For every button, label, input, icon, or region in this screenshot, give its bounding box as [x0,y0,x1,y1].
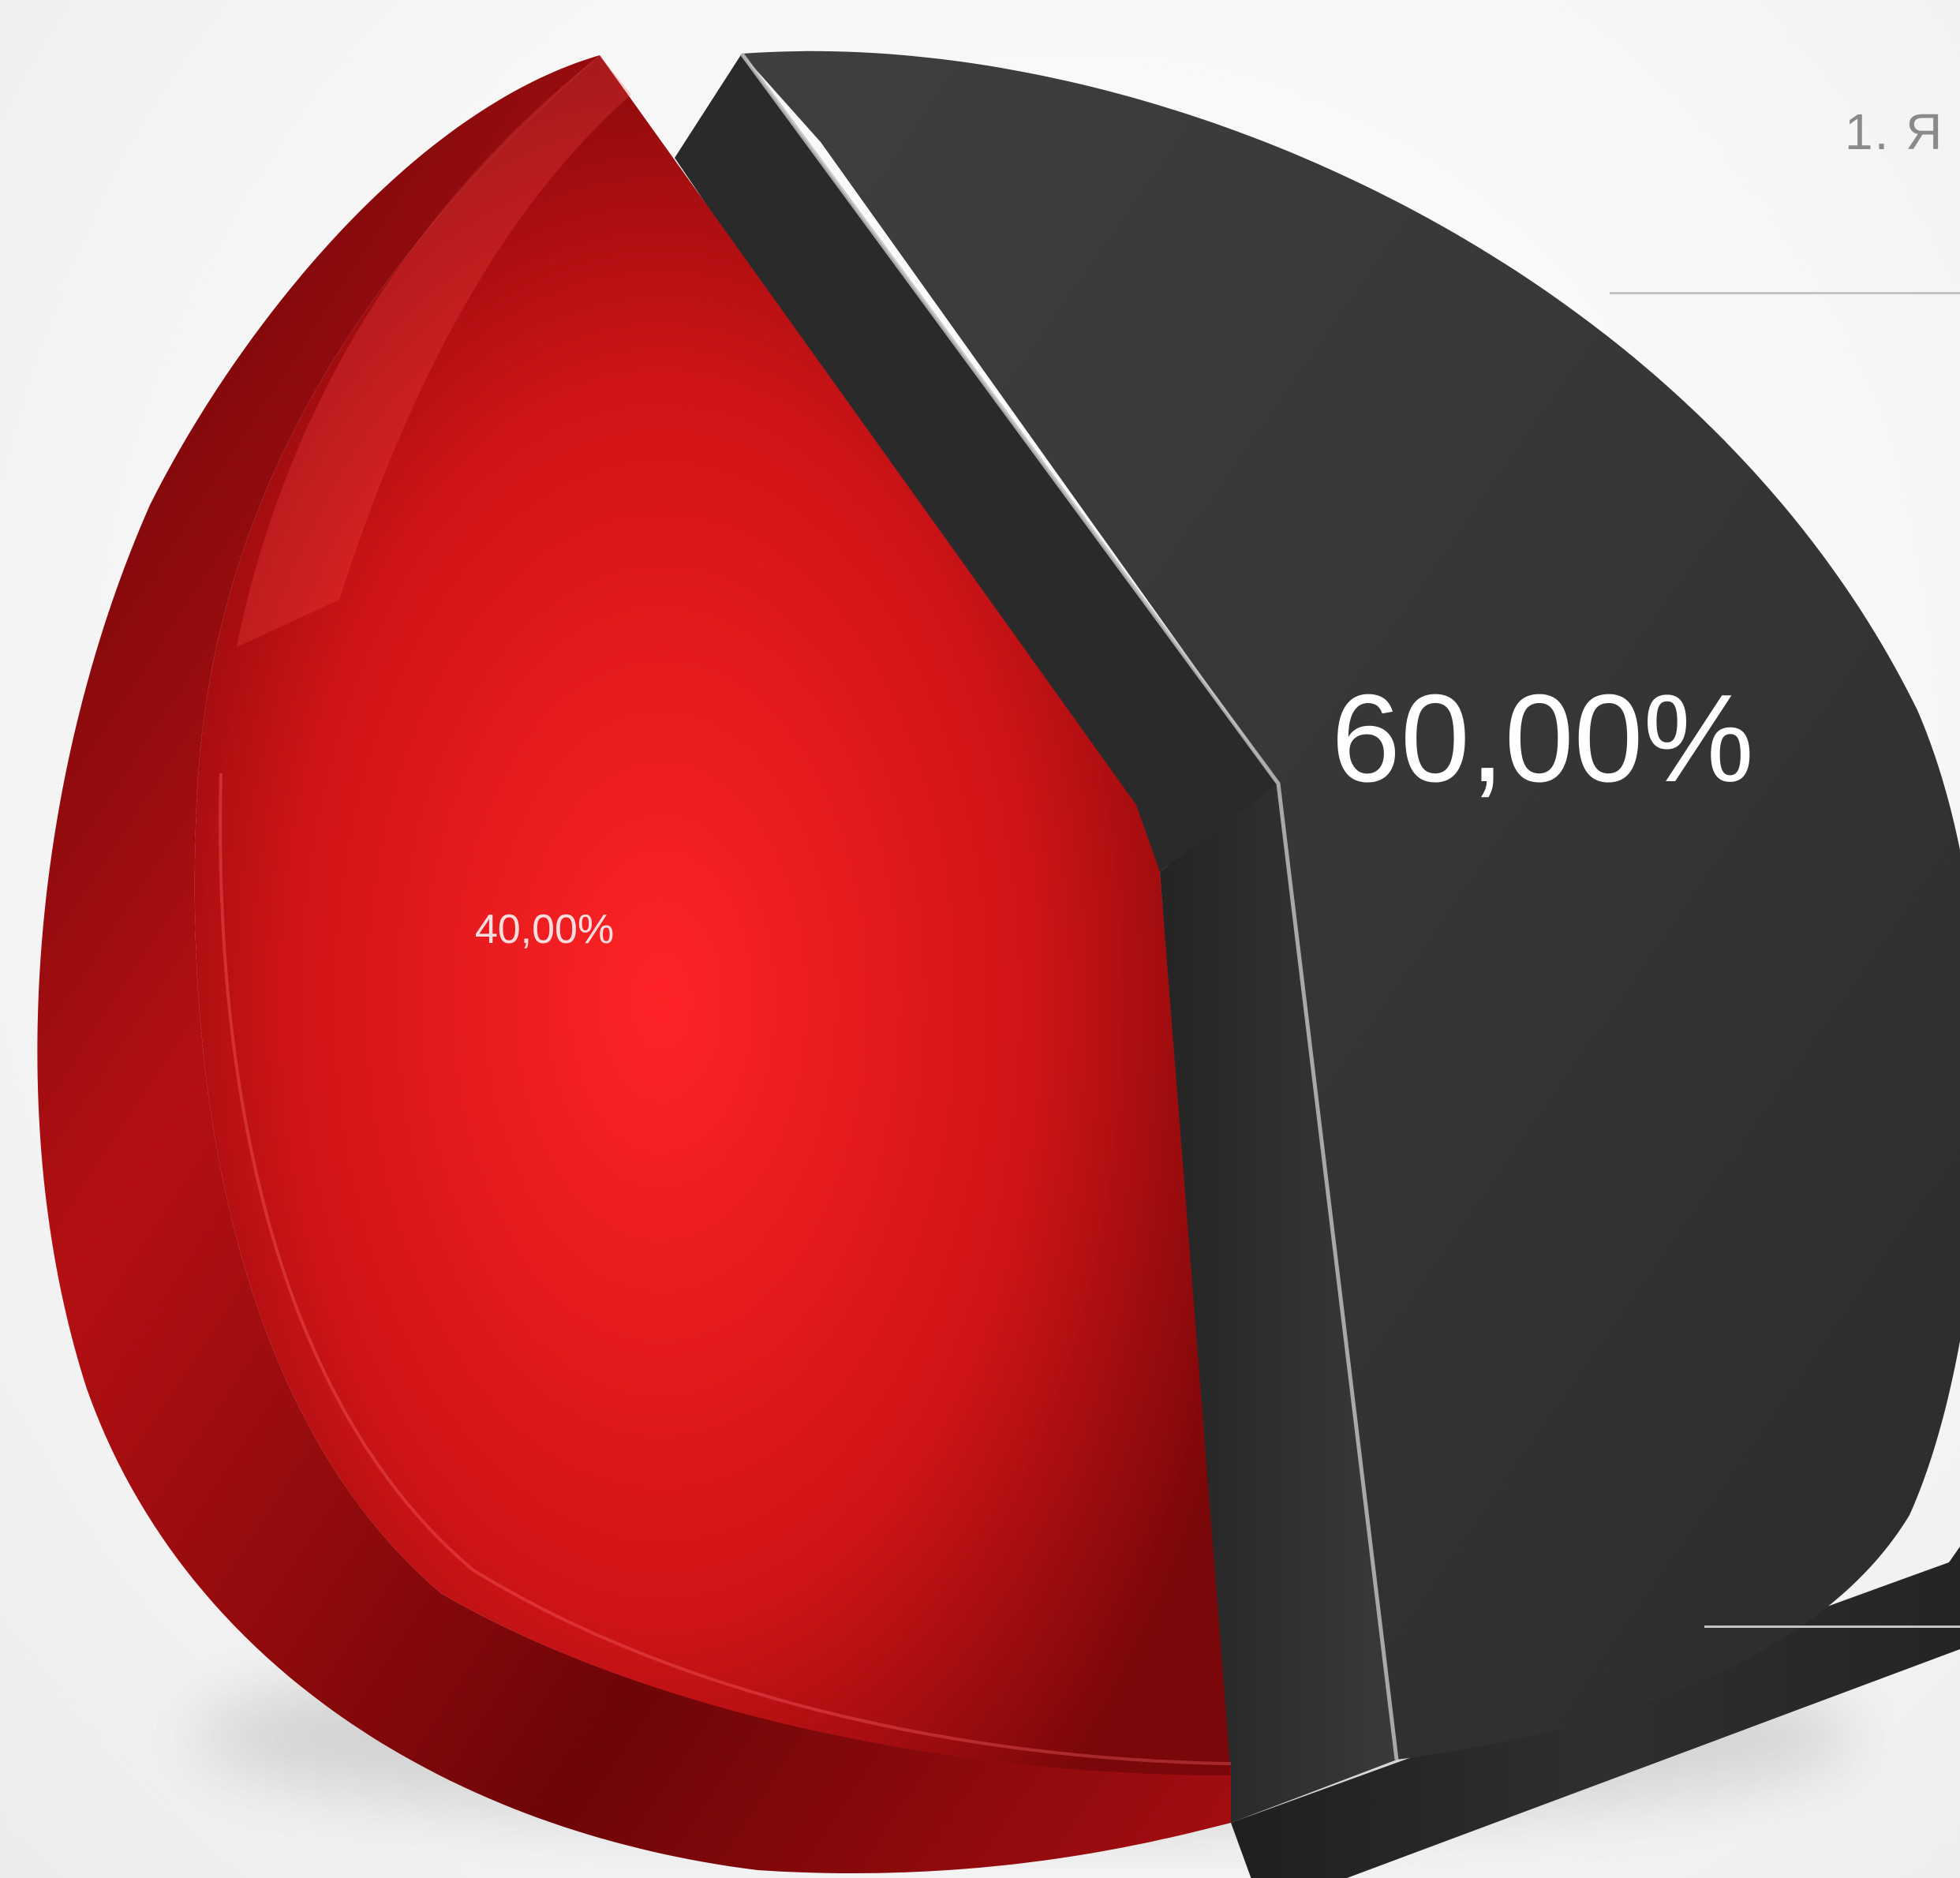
pie-slice-2-edge [739,52,1399,1760]
legend-divider-top [1610,292,1960,294]
slice-label-1: 40,00% [475,907,614,952]
pie-slice-1-sheen [237,55,631,647]
legend-divider-bottom [1704,1625,1960,1628]
pie-slice-2-wall [675,54,1278,872]
pie-slice-2 [742,51,1960,1823]
pie-slice-1 [194,55,1232,1775]
slice-label-2: 60,00% [1331,669,1754,808]
pie-slice-2-wall-front [1160,784,1397,1823]
legend-item-1: 1. Я [1845,103,1944,160]
pie-slice-1-rim [219,773,1232,1765]
